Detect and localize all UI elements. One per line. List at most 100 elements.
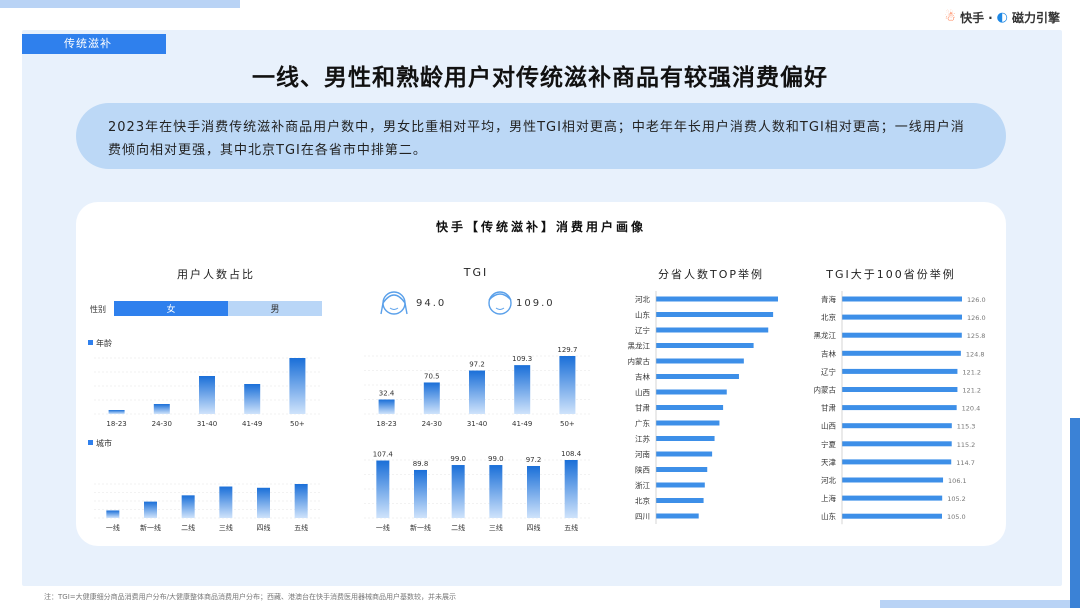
province_top-category-label: 河北	[635, 295, 650, 304]
brand-logos: ☃ 快手 · ◐ 磁力引擎	[944, 9, 1060, 26]
legend-age-label: 年龄	[96, 338, 112, 348]
province_top-category-label: 甘肃	[635, 403, 650, 413]
age_tgi-tick-label: 50+	[560, 420, 575, 428]
province_top-category-label: 浙江	[635, 480, 650, 490]
tgi_over100-data-label: 105.0	[947, 513, 966, 521]
tgi_over100-data-label: 125.8	[967, 332, 986, 340]
decor-bottom-bar	[880, 600, 1080, 608]
charts-svg: 性别 女 男 年龄 城市 94.0 109.0 18-23 24-30 31-40 4…	[88, 291, 986, 532]
tgi_over100-data-label: 124.8	[966, 350, 985, 358]
tgi_over100-data-label: 126.0	[967, 296, 986, 304]
age_share-tick-label: 31-40	[197, 420, 217, 428]
tgi_over100-data-label: 115.3	[957, 423, 976, 431]
card-title: 快手【传统滋补】消费用户画像	[435, 220, 646, 234]
province_top-bar	[656, 482, 705, 488]
footnote: 注：TGI=大健康细分商品消费用户分布/大健康整体商品消费用户分布；西藏、港澳台…	[44, 593, 456, 601]
gender-row-label: 性别	[90, 304, 106, 314]
age_tgi-data-label: 70.5	[424, 372, 440, 380]
province_top-bar	[656, 327, 769, 333]
province_top-bar	[656, 498, 704, 503]
city_tgi-data-label: 99.0	[450, 455, 466, 463]
province_top-category-label: 黑龙江	[628, 341, 651, 351]
tgi_over100-bar	[842, 296, 962, 302]
age_share-tick-label: 18-23	[106, 420, 126, 428]
tgi_over100-category-label: 宁夏	[821, 439, 836, 449]
age_tgi-bar	[423, 382, 440, 414]
province_top-category-label: 广东	[635, 418, 650, 428]
tgi_over100-category-label: 黑龙江	[814, 330, 837, 340]
tgi_over100-bar	[842, 405, 957, 411]
tgi_over100-data-label: 121.2	[962, 387, 981, 395]
tgi_over100-category-label: 山东	[821, 511, 836, 521]
province_top-bar	[656, 389, 727, 395]
province_top-bar	[656, 358, 744, 364]
tgi_over100-bar	[842, 513, 942, 519]
female-face-icon	[380, 291, 408, 315]
province_top-category-label: 江苏	[635, 434, 650, 444]
tgi_over100-bar	[842, 441, 952, 447]
city_share-bar	[294, 484, 308, 518]
age_tgi-bar	[469, 370, 485, 414]
age_share-tick-label: 41-49	[242, 420, 262, 428]
section-tag: 传统滋补	[22, 34, 166, 54]
province_top-category-label: 山东	[635, 310, 650, 320]
summary-text: 2023年在快手消费传统滋补商品用户数中，男女比重相对平均，男性TGI相对更高；…	[76, 103, 1006, 169]
age_share-tick-label: 50+	[290, 420, 305, 428]
city_tgi-data-label: 107.4	[373, 451, 394, 459]
tgi_over100-data-label: 126.0	[967, 314, 986, 322]
city_tgi-bar	[451, 465, 465, 518]
age_tgi-data-label: 97.2	[469, 361, 485, 369]
tgi_over100-category-label: 青海	[821, 294, 836, 304]
province_top-bar	[656, 436, 715, 441]
tgi_over100-category-label: 天津	[821, 458, 836, 467]
province_top-category-label: 内蒙古	[628, 356, 651, 366]
province_top-bar	[656, 405, 724, 410]
legend-age-swatch	[88, 340, 93, 345]
city_tgi-data-label: 97.2	[526, 456, 542, 464]
tgi_over100-data-label: 120.4	[962, 405, 981, 413]
province_top-category-label: 辽宁	[635, 325, 650, 335]
age_share-bar	[289, 358, 306, 414]
city_share-tick-label: 四线	[257, 523, 271, 532]
city_tgi-tick-label: 三线	[489, 523, 503, 532]
city_tgi-data-label: 99.0	[488, 455, 504, 463]
city_share-bar	[144, 501, 157, 518]
tgi_over100-category-label: 山西	[821, 421, 836, 431]
age_share-bar	[244, 384, 261, 414]
province_top-category-label: 山西	[635, 387, 650, 397]
age_tgi-tick-label: 18-23	[376, 420, 396, 428]
city_share-tick-label: 新一线	[140, 523, 161, 532]
province_top-category-label: 陕西	[635, 465, 650, 475]
city_tgi-bar	[376, 460, 390, 518]
tgi_over100-category-label: 河北	[821, 476, 836, 485]
tgi_over100-bar	[842, 314, 962, 320]
city_tgi-bar	[564, 460, 578, 518]
tgi_over100-bar	[842, 350, 961, 356]
province_top-category-label: 四川	[635, 512, 650, 521]
tgi_over100-data-label: 105.2	[947, 495, 966, 503]
profile-card: 快手【传统滋补】消费用户画像 用户人数占比 TGI 分省人数TOP举例 TGI大…	[76, 202, 1006, 546]
province_top-bar	[656, 467, 708, 472]
province_top-category-label: 北京	[635, 496, 650, 506]
cili-brand-text: 磁力引擎	[1011, 11, 1060, 25]
city_tgi-tick-label: 二线	[451, 523, 465, 532]
city_share-bar	[106, 510, 120, 518]
legend-city-label: 城市	[96, 438, 112, 448]
province_top-category-label: 河南	[635, 449, 650, 459]
cili-logo-icon: ◐	[996, 10, 1008, 25]
city_tgi-data-label: 89.8	[413, 460, 429, 468]
brand-separator: ·	[988, 10, 993, 25]
age_share-bar	[153, 404, 170, 414]
tgi_over100-bar	[842, 495, 943, 501]
city_tgi-data-label: 108.4	[561, 450, 582, 458]
tgi_over100-category-label: 甘肃	[821, 403, 836, 413]
tgi-female-value: 94.0	[416, 298, 446, 309]
tgi_over100-category-label: 辽宁	[821, 366, 836, 376]
tgi_over100-data-label: 106.1	[948, 477, 967, 485]
tgi_over100-category-label: 上海	[821, 493, 836, 503]
gender-male-bar	[228, 301, 322, 316]
panel-title-tgi-over100: TGI大于100省份举例	[826, 268, 956, 281]
province_top-bar	[656, 513, 699, 519]
gender-male-label: 男	[270, 304, 279, 315]
gender-female-label: 女	[166, 303, 175, 315]
